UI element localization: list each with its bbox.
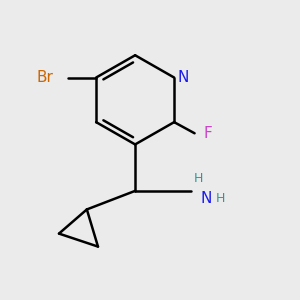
Text: H: H — [216, 192, 225, 205]
Text: Br: Br — [37, 70, 53, 85]
Text: N: N — [200, 191, 212, 206]
Text: H: H — [194, 172, 203, 185]
Text: F: F — [204, 126, 213, 141]
Text: N: N — [178, 70, 189, 85]
